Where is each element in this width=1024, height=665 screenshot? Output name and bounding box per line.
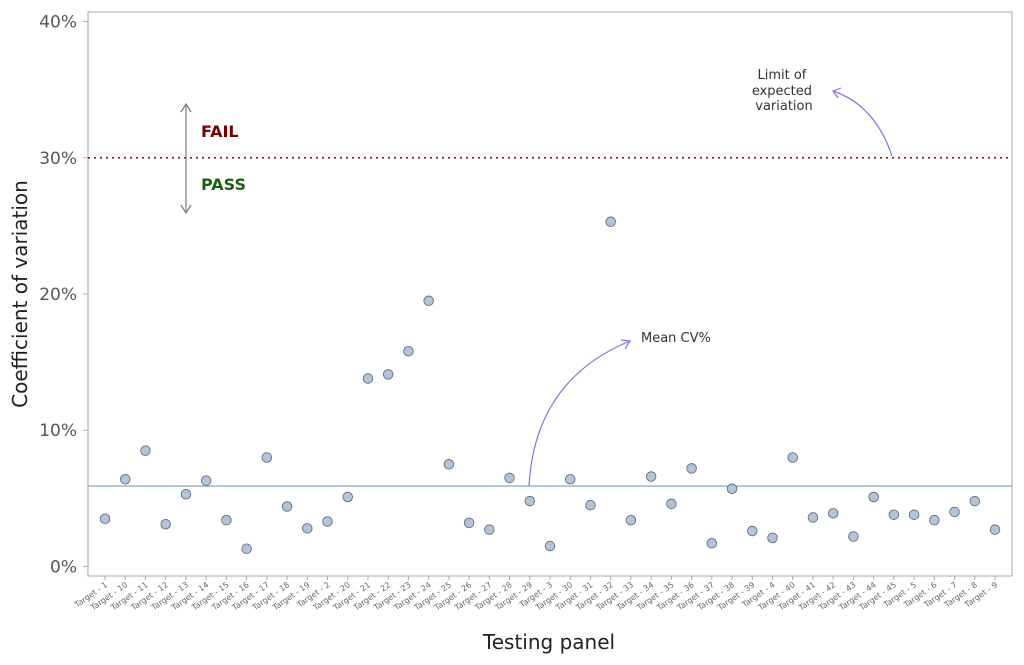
data-point: [221, 514, 232, 526]
data-point: [666, 498, 677, 510]
mean-arrow-icon: [528, 340, 631, 487]
data-point: [241, 543, 252, 555]
data-point: [585, 499, 596, 511]
arrow-up-icon: [180, 102, 192, 113]
data-point: [544, 540, 556, 552]
data-point: [423, 295, 434, 307]
plot-frame: [87, 11, 1013, 577]
data-point: [160, 518, 171, 530]
pass-label: PASS: [201, 175, 246, 194]
x-axis-title: Testing panel: [482, 630, 615, 654]
data-point: [140, 445, 151, 456]
data-point: [747, 525, 758, 537]
mean-cv-label: Mean CV%: [641, 331, 711, 346]
data-point: [929, 514, 940, 526]
data-point: [281, 501, 293, 512]
data-point: [908, 509, 920, 520]
pass-fail-annotation: FAIL PASS: [180, 102, 246, 215]
data-point: [645, 471, 657, 482]
data-point: [443, 459, 455, 470]
limit-label-line: variation: [755, 99, 812, 114]
data-point: [382, 369, 394, 380]
data-point: [605, 216, 616, 228]
limit-annotation: Limit of expected variation: [752, 68, 893, 157]
y-tick-label: 30%: [39, 149, 77, 169]
fail-label: FAIL: [201, 122, 239, 141]
data-point: [200, 475, 212, 486]
data-point: [564, 474, 576, 485]
data-points: [99, 216, 1001, 555]
arrow-head-icon: [832, 87, 842, 99]
y-axis: 0% 10% 20% 30% 40%: [39, 13, 88, 577]
limit-label-line: Limit of: [757, 68, 806, 83]
data-point: [767, 532, 778, 544]
arrow-down-icon: [180, 204, 192, 215]
data-point: [625, 514, 637, 526]
y-tick-label: 0%: [50, 557, 77, 577]
y-tick-label: 40%: [39, 13, 77, 33]
data-point: [180, 489, 192, 500]
data-point: [403, 345, 414, 357]
data-point: [99, 513, 111, 525]
data-point: [261, 452, 273, 463]
data-point: [949, 506, 960, 518]
data-point: [119, 474, 131, 485]
y-axis-title: Coefficient of variation: [8, 180, 32, 408]
data-point: [969, 495, 981, 507]
data-point: [827, 508, 839, 519]
data-point: [302, 523, 313, 534]
data-point: [706, 538, 718, 549]
data-point: [888, 509, 900, 520]
y-tick-label: 10%: [39, 421, 77, 441]
data-point: [342, 491, 353, 503]
data-point: [362, 373, 374, 384]
arrow-head-icon: [620, 339, 632, 350]
limit-label: Limit of expected variation: [752, 68, 816, 114]
data-point: [848, 531, 859, 542]
data-point: [484, 524, 495, 535]
data-point: [726, 483, 738, 495]
limit-label-line: expected: [752, 84, 812, 99]
data-point: [868, 491, 879, 503]
data-point: [463, 517, 475, 529]
data-point: [807, 512, 819, 523]
data-point: [524, 495, 536, 507]
data-point: [322, 516, 333, 527]
data-point: [787, 452, 798, 463]
y-tick-label: 20%: [39, 285, 77, 305]
limit-arrow-icon: [832, 90, 893, 157]
mean-annotation: Mean CV%: [528, 331, 711, 487]
data-point: [504, 472, 515, 484]
data-point: [686, 463, 697, 474]
data-point: [989, 524, 1001, 535]
